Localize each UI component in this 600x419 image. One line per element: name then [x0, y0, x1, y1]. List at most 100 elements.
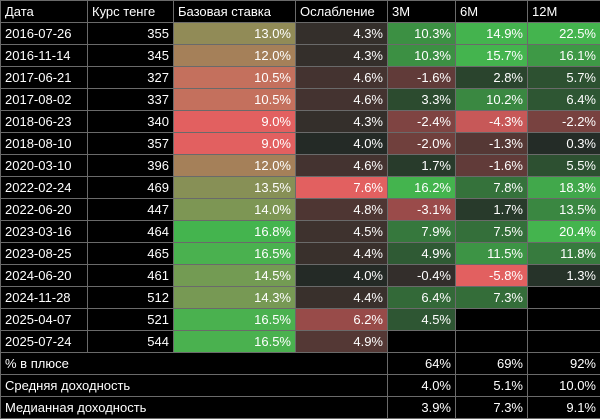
cell-date: 2018-06-23 [0, 110, 88, 133]
cell-weakening: 6.2% [295, 308, 388, 331]
table-row: 2016-07-26 355 13.0% 4.3% 10.3% 14.9% 22.5% [0, 22, 600, 45]
header-date: Дата [0, 0, 88, 23]
cell-3m: -1.6% [387, 66, 456, 89]
cell-base-rate: 13.0% [173, 22, 296, 45]
cell-3m: 10.3% [387, 22, 456, 45]
cell-rate: 464 [87, 220, 174, 243]
table-row: 2022-02-24 469 13.5% 7.6% 16.2% 7.8% 18.3% [0, 176, 600, 199]
header-rate: Курс тенге [87, 0, 174, 23]
summary-m12: 9.1% [527, 396, 600, 419]
cell-12m: 0.3% [527, 132, 600, 155]
cell-12m: 18.3% [527, 176, 600, 199]
cell-base-rate: 13.5% [173, 176, 296, 199]
table-row: 2018-08-10 357 9.0% 4.0% -2.0% -1.3% 0.3% [0, 132, 600, 155]
cell-date: 2020-03-10 [0, 154, 88, 177]
cell-6m: 7.3% [455, 286, 528, 309]
header-weakening: Ослабление [295, 0, 388, 23]
summary-label: % в плюсе [0, 352, 388, 375]
cell-3m: 7.9% [387, 220, 456, 243]
cell-date: 2024-11-28 [0, 286, 88, 309]
cell-weakening: 4.3% [295, 110, 388, 133]
cell-12m: 20.4% [527, 220, 600, 243]
header-12m: 12M [527, 0, 600, 23]
cell-weakening: 4.9% [295, 330, 388, 353]
cell-rate: 447 [87, 198, 174, 221]
cell-base-rate: 9.0% [173, 110, 296, 133]
table-row: 2024-06-20 461 14.5% 4.0% -0.4% -5.8% 1.3% [0, 264, 600, 287]
summary-m3: 64% [387, 352, 456, 375]
cell-rate: 340 [87, 110, 174, 133]
cell-6m: 1.7% [455, 198, 528, 221]
cell-6m: 7.8% [455, 176, 528, 199]
table-row: 2022-06-20 447 14.0% 4.8% -3.1% 1.7% 13.5% [0, 198, 600, 221]
cell-3m: 4.9% [387, 242, 456, 265]
cell-3m: 6.4% [387, 286, 456, 309]
cell-3m: 10.3% [387, 44, 456, 67]
cell-base-rate: 16.5% [173, 330, 296, 353]
cell-date: 2016-07-26 [0, 22, 88, 45]
cell-weakening: 4.6% [295, 154, 388, 177]
cell-rate: 327 [87, 66, 174, 89]
summary-row: % в плюсе 64% 69% 92% [0, 352, 600, 375]
summary-label: Медианная доходность [0, 396, 388, 419]
cell-3m: 1.7% [387, 154, 456, 177]
cell-base-rate: 10.5% [173, 66, 296, 89]
cell-base-rate: 16.8% [173, 220, 296, 243]
cell-3m: 3.3% [387, 88, 456, 111]
cell-rate: 544 [87, 330, 174, 353]
cell-3m: -3.1% [387, 198, 456, 221]
cell-12m: 11.8% [527, 242, 600, 265]
cell-6m [455, 308, 528, 331]
table-row: 2018-06-23 340 9.0% 4.3% -2.4% -4.3% -2.2% [0, 110, 600, 133]
summary-m3: 4.0% [387, 374, 456, 397]
cell-12m: -2.2% [527, 110, 600, 133]
summary-m3: 3.9% [387, 396, 456, 419]
summary-label: Средняя доходность [0, 374, 388, 397]
table-row: 2017-08-02 337 10.5% 4.6% 3.3% 10.2% 6.4% [0, 88, 600, 111]
cell-12m: 16.1% [527, 44, 600, 67]
cell-weakening: 4.4% [295, 242, 388, 265]
table-row: 2023-03-16 464 16.8% 4.5% 7.9% 7.5% 20.4% [0, 220, 600, 243]
cell-3m [387, 330, 456, 353]
table-row: 2025-07-24 544 16.5% 4.9% [0, 330, 600, 353]
cell-weakening: 4.0% [295, 132, 388, 155]
cell-rate: 461 [87, 264, 174, 287]
header-3m: 3M [387, 0, 456, 23]
cell-12m: 22.5% [527, 22, 600, 45]
cell-rate: 469 [87, 176, 174, 199]
cell-base-rate: 12.0% [173, 44, 296, 67]
cell-rate: 357 [87, 132, 174, 155]
cell-rate: 396 [87, 154, 174, 177]
cell-6m: -4.3% [455, 110, 528, 133]
cell-12m [527, 286, 600, 309]
cell-6m: 15.7% [455, 44, 528, 67]
cell-12m: 1.3% [527, 264, 600, 287]
cell-6m: 14.9% [455, 22, 528, 45]
cell-weakening: 4.6% [295, 66, 388, 89]
cell-base-rate: 9.0% [173, 132, 296, 155]
cell-base-rate: 14.5% [173, 264, 296, 287]
cell-base-rate: 14.0% [173, 198, 296, 221]
table-row: 2024-11-28 512 14.3% 4.4% 6.4% 7.3% [0, 286, 600, 309]
summary-m6: 5.1% [455, 374, 528, 397]
cell-rate: 355 [87, 22, 174, 45]
cell-12m: 5.5% [527, 154, 600, 177]
summary-m12: 92% [527, 352, 600, 375]
cell-12m [527, 308, 600, 331]
cell-6m: 11.5% [455, 242, 528, 265]
cell-rate: 521 [87, 308, 174, 331]
cell-date: 2017-06-21 [0, 66, 88, 89]
summary-row: Медианная доходность 3.9% 7.3% 9.1% [0, 396, 600, 419]
table-body: 2016-07-26 355 13.0% 4.3% 10.3% 14.9% 22.5% 201… [0, 22, 600, 419]
table-row: 2017-06-21 327 10.5% 4.6% -1.6% 2.8% 5.7% [0, 66, 600, 89]
cell-12m: 6.4% [527, 88, 600, 111]
cell-12m: 5.7% [527, 66, 600, 89]
cell-rate: 465 [87, 242, 174, 265]
cell-3m: -2.4% [387, 110, 456, 133]
cell-6m: -1.6% [455, 154, 528, 177]
cell-date: 2022-06-20 [0, 198, 88, 221]
cell-12m: 13.5% [527, 198, 600, 221]
cell-base-rate: 16.5% [173, 242, 296, 265]
cell-weakening: 4.5% [295, 220, 388, 243]
table-row: 2023-08-25 465 16.5% 4.4% 4.9% 11.5% 11.8% [0, 242, 600, 265]
